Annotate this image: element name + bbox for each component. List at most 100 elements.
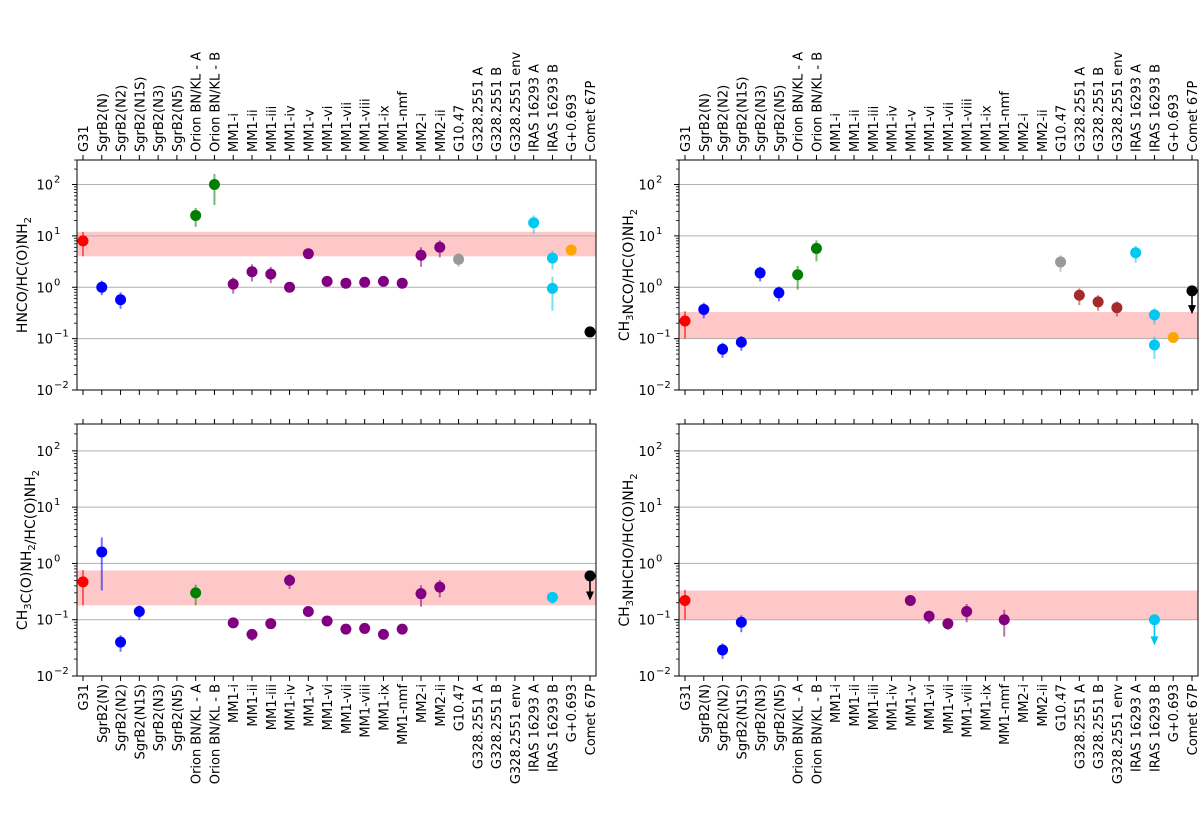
data-point — [546, 282, 558, 294]
x-tick-label: G328.2551 env — [1111, 52, 1126, 152]
y-tick-label: 10 — [638, 384, 655, 399]
y-tick-label: 10 — [638, 179, 655, 194]
y-tick-label: 10 — [638, 670, 655, 685]
x-tick-label: MM1-ix — [377, 105, 392, 152]
x-tick-label: G328.2551 B — [1092, 67, 1107, 152]
y-tick-label: 10 — [638, 557, 655, 572]
data-point — [584, 570, 596, 582]
x-tick-label: G328.2551 env — [509, 684, 524, 784]
x-tick-label: IRAS 16293 B — [1148, 64, 1163, 152]
data-point — [904, 594, 916, 606]
data-point — [528, 217, 540, 229]
range-band — [679, 590, 1198, 620]
y-tick-label: 10 — [638, 614, 655, 629]
axes-frame — [678, 423, 1199, 677]
data-point — [190, 587, 202, 599]
data-point — [717, 644, 729, 656]
x-tick-label: MM2-ii — [1036, 109, 1051, 152]
data-point — [565, 244, 577, 256]
x-tick-label: G31 — [679, 684, 694, 711]
x-tick-label: MM1-iv — [886, 684, 901, 731]
x-tick-label: SgrB2(N2) — [115, 85, 130, 152]
y-tick-label: 10 — [36, 557, 53, 572]
x-tick-label: MM1-vii — [942, 102, 957, 152]
x-tick-label: G328.2551 B — [490, 684, 505, 769]
data-point — [1055, 256, 1067, 268]
x-tick-label: MM1-viii — [359, 684, 374, 738]
y-tick-exponent: 0 — [54, 553, 60, 564]
data-point — [77, 576, 89, 588]
x-tick-label: IRAS 16293 A — [528, 684, 543, 772]
y-tick-label: 10 — [638, 230, 655, 245]
x-tick-label: IRAS 16293 A — [1130, 64, 1145, 152]
data-point — [1186, 285, 1198, 297]
x-tick-label: G328.2551 env — [1111, 684, 1126, 784]
x-tick-label: MM1-vii — [942, 684, 957, 734]
upper-limit-arrowhead — [1188, 305, 1196, 315]
x-tick-label: G31 — [77, 684, 92, 711]
data-point — [115, 294, 127, 306]
x-tick-label: MM1-vi — [923, 684, 938, 730]
x-tick-label: SgrB2(N2) — [717, 85, 732, 152]
data-point — [340, 277, 352, 289]
x-tick-label: G328.2551 A — [471, 67, 486, 152]
x-tick-label: MM1-iv — [886, 105, 901, 152]
data-point — [1148, 614, 1160, 626]
x-tick-label: MM1-iii — [265, 684, 280, 730]
y-tick-exponent: 1 — [54, 497, 60, 508]
data-point — [284, 574, 296, 586]
y-tick-label: 10 — [36, 670, 53, 685]
x-tick-label: G31 — [77, 125, 92, 152]
data-point — [434, 241, 446, 253]
x-tick-label: MM1-iii — [867, 684, 882, 730]
x-tick-label: SgrB2(N2) — [717, 684, 732, 751]
x-tick-label: G10.47 — [453, 105, 468, 152]
data-point — [998, 614, 1010, 626]
x-tick-label: MM2-i — [415, 113, 430, 152]
data-point — [698, 303, 710, 315]
x-tick-label: G328.2551 A — [471, 684, 486, 769]
data-point — [735, 336, 747, 348]
data-point — [923, 610, 935, 622]
data-point — [1148, 339, 1160, 351]
x-tick-label: MM1-ii — [246, 109, 261, 152]
data-point — [754, 267, 766, 279]
x-tick-label: G328.2551 env — [509, 52, 524, 152]
data-point — [377, 628, 389, 640]
x-tick-label: MM1-nmf — [998, 91, 1013, 152]
y-tick-label: 10 — [36, 384, 53, 399]
x-tick-label: G328.2551 A — [1073, 684, 1088, 769]
x-tick-label: G+0.693 — [1167, 684, 1182, 742]
y-tick-label: 10 — [638, 333, 655, 348]
upper-limit-arrowhead — [586, 591, 594, 601]
data-point — [1167, 332, 1179, 344]
x-tick-label: MM1-i — [227, 684, 242, 723]
data-point — [302, 605, 314, 617]
x-tick-label: G328.2551 B — [1092, 684, 1107, 769]
x-tick-label: G31 — [679, 125, 694, 152]
y-tick-label: 10 — [36, 614, 53, 629]
upper-limit-arrowhead — [1150, 636, 1159, 646]
range-band — [77, 570, 596, 606]
y-tick-exponent: −2 — [54, 666, 69, 677]
y-tick-exponent: 0 — [656, 553, 662, 564]
x-tick-label: MM1-viii — [961, 98, 976, 152]
range-band — [679, 311, 1198, 339]
y-tick-label: 10 — [36, 501, 53, 516]
x-tick-label: MM1-nmf — [396, 684, 411, 745]
x-tick-label: MM1-ix — [377, 684, 392, 731]
x-tick-label: SgrB2(N1S) — [735, 684, 750, 759]
y-tick-exponent: 0 — [54, 277, 60, 288]
data-point — [77, 235, 89, 247]
y-tick-exponent: 1 — [54, 226, 60, 237]
y-tick-exponent: 2 — [656, 175, 662, 186]
data-point — [415, 588, 427, 600]
x-tick-label: SgrB2(N2) — [115, 684, 130, 751]
data-point — [584, 326, 596, 338]
y-tick-label: 10 — [638, 501, 655, 516]
data-point — [302, 248, 314, 260]
x-tick-label: MM1-i — [829, 113, 844, 152]
